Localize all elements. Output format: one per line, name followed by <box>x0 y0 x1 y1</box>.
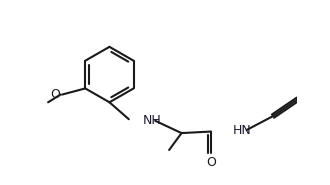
Text: O: O <box>206 156 216 169</box>
Text: HN: HN <box>233 124 251 137</box>
Text: NH: NH <box>143 114 161 127</box>
Text: O: O <box>50 88 60 101</box>
